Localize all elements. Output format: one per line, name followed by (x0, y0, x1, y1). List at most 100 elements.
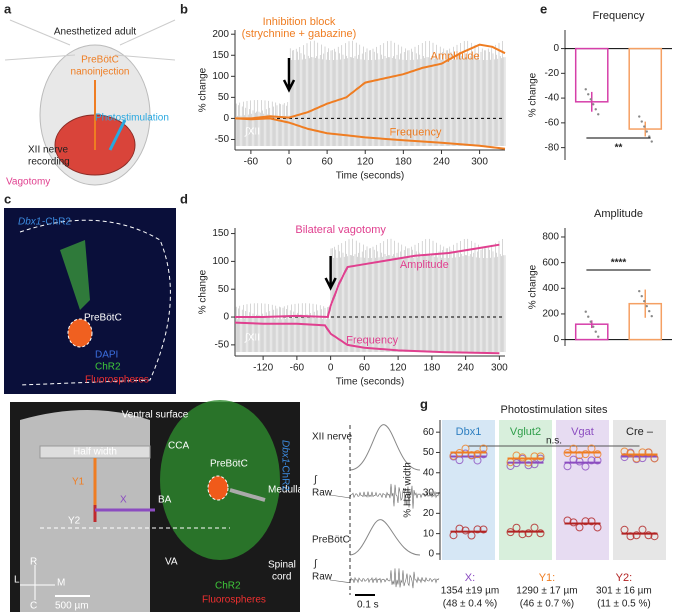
dot (581, 517, 590, 526)
dot (530, 460, 539, 469)
outline (19, 219, 171, 386)
summary-value: 1354 ±19 µm (441, 586, 500, 597)
x-tick-label: 180 (395, 157, 412, 168)
dot (592, 103, 595, 106)
label: Half width (73, 447, 117, 458)
dot (643, 125, 646, 128)
x-tick-label: 240 (457, 363, 474, 374)
dot (650, 140, 653, 143)
x-tick-label: 120 (357, 157, 374, 168)
panel-label: f (4, 398, 9, 413)
dot (640, 120, 643, 123)
dot (473, 525, 482, 534)
y-tick-label: -50 (215, 134, 230, 145)
y-tick-label: -50 (215, 340, 230, 351)
label: VA (165, 557, 178, 568)
trace-label: ∫ (313, 559, 318, 570)
dot (569, 518, 578, 527)
label: PreBötC (210, 459, 248, 470)
category-label: Cre – (626, 426, 654, 438)
y-tick-label: -80 (545, 142, 560, 153)
series-line (235, 243, 500, 319)
y-tick-label: -20 (545, 68, 560, 79)
chart-title: Frequency (593, 10, 645, 22)
dot (648, 309, 651, 313)
series-label: Amplitude (431, 51, 480, 63)
x-tick-label: 0 (328, 363, 334, 374)
dot (593, 456, 602, 465)
y-tick-label: 800 (542, 232, 559, 243)
series-line (235, 43, 506, 120)
dot (594, 108, 597, 111)
dot (584, 88, 587, 91)
integrated-trace (349, 519, 421, 556)
panel-label: b (180, 1, 188, 16)
dot (587, 315, 590, 318)
dot (587, 93, 590, 96)
y-tick-label: 600 (542, 257, 559, 268)
dot (518, 453, 527, 462)
annotation: (strychnine + gabazine) (242, 28, 357, 40)
x-tick-label: -60 (290, 363, 305, 374)
category-band (442, 420, 495, 560)
series-label: Frequency (346, 334, 398, 346)
y-tick-label: 0 (428, 549, 434, 560)
summary-name: X: (465, 572, 475, 584)
compass-label: M (57, 578, 65, 589)
x-tick-label: 240 (433, 157, 450, 168)
x-tick-label: 60 (359, 363, 371, 374)
raw-trace (329, 483, 440, 509)
chr2-stain (60, 240, 90, 310)
label: Y1 (72, 477, 85, 488)
dot (530, 452, 539, 461)
chart-title: Photostimulation sites (501, 404, 608, 416)
x-tick-label: 120 (390, 363, 407, 374)
title: Anesthetized adult (54, 27, 137, 38)
x-tick-label: 60 (322, 157, 334, 168)
annotation: n.s. (546, 436, 562, 447)
dot (592, 325, 595, 328)
significance: **** (611, 258, 627, 269)
y-tick-label: 20 (423, 508, 435, 519)
y-tick-label: 0 (223, 113, 229, 124)
label: BA (158, 495, 172, 506)
dot (536, 529, 545, 538)
chart-title: Amplitude (594, 208, 643, 220)
annotation: ∫XII (244, 127, 260, 138)
series-line (234, 117, 506, 150)
trace-label: ∫ (313, 475, 318, 486)
summary-value: 1290 ± 17 µm (516, 586, 577, 597)
summary-name: Y2: (616, 572, 633, 584)
y-tick-label: 0 (553, 334, 559, 345)
stimulus-arrow (282, 58, 296, 93)
label: PreBötC (84, 313, 122, 324)
dot (536, 452, 545, 461)
summary-name: Y1: (539, 572, 556, 584)
compass-label: R (30, 557, 37, 568)
x-axis-label: Time (seconds) (336, 171, 405, 182)
dot (644, 531, 653, 540)
significance: ** (615, 143, 623, 154)
legend: ChR2 (95, 362, 121, 373)
dot (645, 130, 648, 133)
y-tick-label: -60 (545, 117, 560, 128)
y-tick-label: 100 (212, 256, 229, 267)
fluorospheres (67, 318, 93, 348)
y-tick-label: 200 (212, 29, 229, 40)
scale-bar: 0.1 s (357, 600, 379, 611)
category-band (556, 420, 609, 560)
y-tick-label: 50 (218, 284, 230, 295)
x-tick-label: -60 (244, 157, 259, 168)
dot (638, 448, 647, 457)
gene: -ChR2 (42, 217, 71, 228)
dot (643, 299, 646, 303)
dot (587, 517, 596, 526)
y-axis-label: % change (528, 72, 539, 117)
brainstem-photo (20, 410, 150, 612)
panel-label: c (4, 191, 11, 206)
summary-value: 301 ± 16 µm (596, 586, 652, 597)
label: Medulla (268, 485, 303, 496)
dot (594, 330, 597, 333)
dot (638, 115, 641, 118)
